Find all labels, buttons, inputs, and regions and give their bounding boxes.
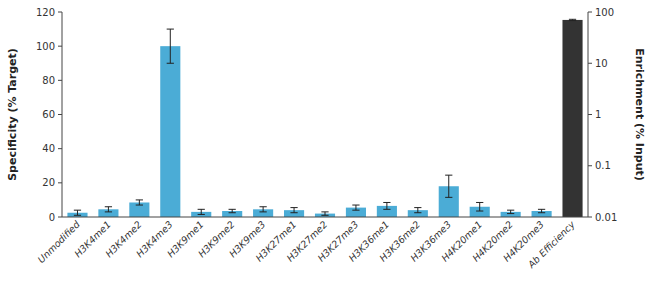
y-tick-label: 40 [42,143,55,154]
y2-tick-label: 10 [595,58,608,69]
y-tick-label: 20 [42,177,55,188]
x-tick-label: Ab Efficiency [525,218,577,270]
y-tick [58,80,62,81]
error-bar [538,209,545,212]
error-bar [414,208,421,213]
x-tick-label: Unmodified [35,218,82,265]
error-bar [229,209,236,212]
error-bar [105,207,112,212]
error-bar [352,205,359,210]
y2-tick-label: 0.1 [595,160,611,171]
y-tick [58,217,62,218]
axes: 0204060801001201001010.10.01UnmodifiedH3… [35,7,617,271]
y2-tick-label: 1 [595,109,601,120]
marks [67,19,582,217]
error-bar [569,19,576,20]
error-bar [136,200,143,205]
bar [160,46,180,217]
y2-tick [588,12,592,13]
y2-axis-label: Enrichment (% Input) [633,48,646,181]
y2-tick [588,165,592,166]
y2-tick-label: 100 [595,7,614,18]
y-tick [58,148,62,149]
y-tick [58,182,62,183]
y-axis-label: Specificity (% Target) [6,48,19,181]
bar [562,20,582,217]
error-bar [290,208,297,213]
error-bar [507,210,514,213]
error-bar [198,209,205,214]
error-bar [167,29,174,63]
error-bar [321,212,328,215]
error-bar [445,175,452,197]
y-tick-label: 60 [42,109,55,120]
y2-tick [588,217,592,218]
y2-tick-label: 0.01 [595,212,617,223]
error-bar [476,202,483,211]
y-tick-label: 120 [36,7,55,18]
error-bar [259,207,266,212]
y-tick [58,46,62,47]
y-tick [58,12,62,13]
y-tick-label: 80 [42,75,55,86]
y2-tick [588,63,592,64]
y-tick [58,114,62,115]
error-bar [74,210,81,215]
y2-tick [588,114,592,115]
y-tick-label: 0 [49,212,55,223]
error-bar [383,202,390,209]
y-tick-label: 100 [36,41,55,52]
chart: 0204060801001201001010.10.01UnmodifiedH3… [0,0,650,305]
x-axis-line [62,217,588,218]
